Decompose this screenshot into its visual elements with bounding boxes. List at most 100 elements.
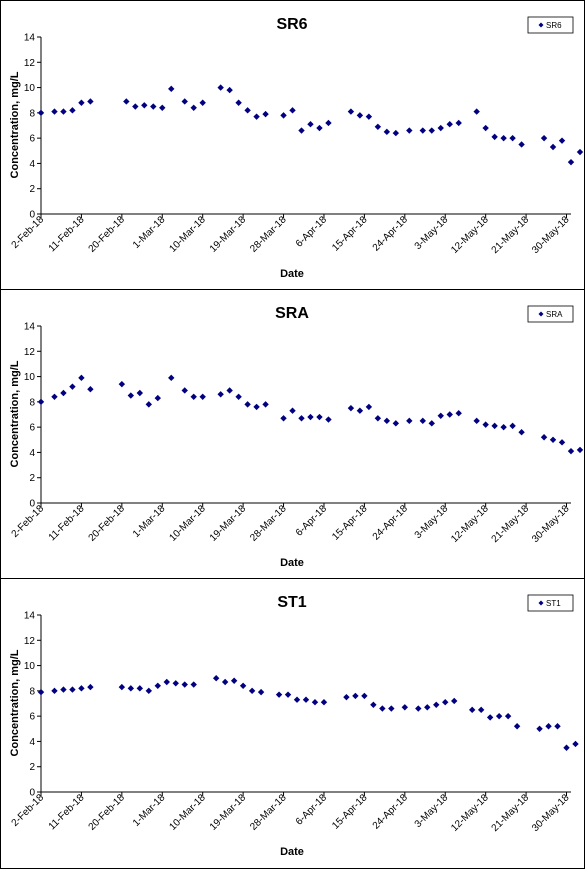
legend-marker-icon bbox=[538, 311, 544, 317]
data-point bbox=[239, 682, 247, 689]
data-point bbox=[60, 686, 67, 693]
legend-box bbox=[527, 305, 574, 323]
data-point bbox=[154, 682, 161, 689]
data-point bbox=[374, 415, 382, 422]
data-point bbox=[127, 392, 135, 399]
data-point bbox=[347, 404, 355, 412]
data-point bbox=[298, 415, 305, 422]
y-tick-label: 0 bbox=[29, 788, 35, 799]
data-point bbox=[302, 696, 310, 703]
data-point bbox=[217, 84, 224, 91]
data-point bbox=[311, 699, 319, 706]
data-point bbox=[289, 407, 296, 414]
y-tick-label: 4 bbox=[29, 737, 35, 748]
data-point bbox=[257, 688, 265, 696]
data-point bbox=[212, 675, 220, 682]
data-point bbox=[69, 686, 76, 693]
x-tick-label: 24-Apr-18 bbox=[371, 792, 411, 832]
data-point bbox=[518, 141, 525, 148]
data-point bbox=[87, 98, 94, 105]
x-tick-label: 11-Feb-18 bbox=[47, 214, 87, 254]
data-point bbox=[370, 701, 377, 708]
data-point bbox=[433, 701, 440, 708]
data-point bbox=[78, 374, 85, 382]
data-point bbox=[190, 393, 197, 400]
x-tick-label: 28-Mar-18 bbox=[248, 792, 289, 833]
x-axis-label: Date bbox=[280, 557, 304, 569]
data-point bbox=[253, 113, 260, 120]
y-tick-label: 14 bbox=[24, 322, 36, 333]
data-point bbox=[540, 434, 548, 441]
data-point bbox=[181, 98, 188, 105]
legend-box bbox=[527, 16, 574, 34]
y-axis-label: Concentration, mg/L bbox=[9, 360, 21, 467]
y-tick-label: 2 bbox=[29, 762, 35, 773]
x-tick-label: 10-Mar-18 bbox=[167, 792, 208, 833]
data-point bbox=[495, 712, 503, 720]
y-tick-label: 6 bbox=[29, 712, 35, 723]
data-point bbox=[141, 102, 148, 109]
data-point bbox=[69, 107, 76, 114]
data-point bbox=[199, 99, 206, 106]
x-tick-label: 15-Apr-18 bbox=[330, 503, 370, 543]
x-tick-label: 3-May-18 bbox=[413, 503, 451, 541]
x-tick-label: 30-May-18 bbox=[530, 503, 572, 545]
data-point bbox=[451, 697, 458, 705]
data-point bbox=[392, 129, 400, 137]
data-point bbox=[500, 134, 507, 142]
x-tick-label: 6-Apr-18 bbox=[294, 503, 330, 539]
x-tick-label: 11-Feb-18 bbox=[47, 503, 87, 543]
legend-marker-icon bbox=[538, 22, 544, 28]
data-point bbox=[248, 687, 256, 695]
data-point bbox=[509, 134, 516, 142]
chart-sr6: SR6 0 2 4 6 8 10 12 14 2-Feb-18 11-Feb-18 20-Feb-18… bbox=[9, 16, 584, 280]
chart-panel-st1: ST1 0 2 4 6 8 10 12 14 2-Feb-18 11-Feb-18 20-Feb-18… bbox=[0, 578, 585, 869]
data-point bbox=[446, 411, 453, 418]
data-point bbox=[150, 103, 157, 110]
y-tick-label: 6 bbox=[29, 423, 35, 434]
legend-marker-icon bbox=[538, 600, 544, 606]
data-point bbox=[576, 148, 584, 156]
data-point bbox=[168, 374, 175, 382]
x-tick-label: 12-May-18 bbox=[449, 503, 491, 545]
y-tick-label: 2 bbox=[29, 184, 35, 195]
data-point bbox=[549, 143, 557, 151]
chart-panel-sra: SRA 0 2 4 6 8 10 12 14 2-Feb-18 11-Feb-18 20-Feb-18… bbox=[0, 289, 585, 580]
data-point bbox=[549, 436, 557, 443]
data-point bbox=[293, 696, 301, 703]
data-point bbox=[275, 691, 283, 698]
y-axis-label: Concentration, mg/L bbox=[9, 649, 21, 756]
x-tick-label: 6-Apr-18 bbox=[294, 214, 330, 250]
data-point bbox=[343, 693, 350, 701]
data-point bbox=[518, 429, 525, 436]
x-tick-label: 21-May-18 bbox=[490, 214, 532, 256]
x-tick-label: 28-Mar-18 bbox=[248, 503, 289, 544]
data-point bbox=[172, 680, 179, 687]
data-point bbox=[132, 103, 139, 110]
y-tick-label: 4 bbox=[29, 159, 35, 170]
data-point bbox=[298, 127, 305, 134]
data-point bbox=[563, 744, 570, 751]
x-tick-label: 2-Feb-18 bbox=[10, 503, 47, 540]
x-tick-label: 20-Feb-18 bbox=[87, 503, 128, 544]
chart-title: ST1 bbox=[277, 594, 306, 611]
data-point bbox=[253, 403, 260, 411]
y-axis-label: Concentration, mg/L bbox=[9, 71, 21, 178]
data-point bbox=[163, 678, 170, 686]
x-tick-label: 12-May-18 bbox=[449, 792, 491, 834]
data-point bbox=[406, 127, 413, 134]
data-point bbox=[482, 124, 489, 132]
x-tick-label: 15-Apr-18 bbox=[330, 792, 370, 832]
y-tick-label: 10 bbox=[24, 372, 36, 383]
data-point bbox=[437, 412, 444, 419]
chart-title: SRA bbox=[275, 305, 309, 322]
data-point bbox=[244, 107, 251, 114]
data-point bbox=[356, 112, 364, 119]
x-tick-label: 24-Apr-18 bbox=[371, 214, 411, 254]
x-tick-label: 6-Apr-18 bbox=[294, 792, 330, 828]
data-point bbox=[244, 401, 251, 408]
data-point bbox=[446, 121, 453, 128]
data-point bbox=[154, 394, 161, 402]
legend: SR6 bbox=[527, 16, 574, 34]
data-point bbox=[558, 137, 566, 144]
